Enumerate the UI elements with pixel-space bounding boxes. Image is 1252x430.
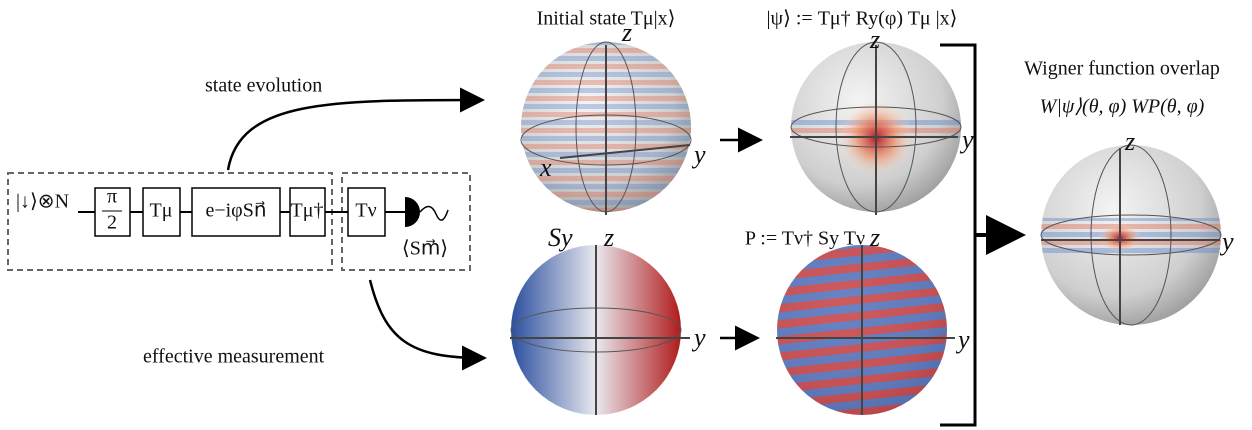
sphere-title: Sy [548,223,573,252]
circuit: |↓⟩⊗N π 2 Tμ e−iφSn⃗ Tμ† Tν ⟨Sm⃗⟩ [7,172,471,271]
axis-label: z [621,18,632,47]
axis-label: z [1124,127,1135,156]
measurement-label: effective measurement [143,346,325,368]
axis-label: y [1219,227,1234,256]
axis-label: y [691,140,706,169]
wigner-title: Wigner function overlap [1024,58,1220,80]
gate: Tμ† [291,200,324,222]
input-state: |↓⟩⊗N [16,191,69,213]
axis-label: x [539,153,552,182]
axis-label: y [959,125,974,154]
sphere-1: Initial state Tμ|x⟩ z y x [520,8,706,215]
sphere-title: |ψ⟩ := Tμ† Ry(φ) Tμ |x⟩ [767,8,958,30]
state-evolution-label: state evolution [205,75,322,97]
axis-label: z [603,223,614,252]
sphere-3: Sy z y [510,223,706,415]
gate: Tν [355,200,376,222]
sphere-title: P := Tν† Sy Tν [745,228,865,250]
wigner-formula: W|ψ⟩(θ, φ) WP(θ, φ) [1040,96,1205,118]
sphere-4: P := Tν† Sy Tν z y [745,223,970,415]
gate-num: π [107,186,117,208]
sphere-title: Initial state Tμ|x⟩ [537,8,676,30]
sphere-5: z y [1040,127,1234,326]
axis-label: z [869,25,880,54]
axis-label: y [955,325,970,354]
gate: Tμ [150,200,173,222]
arrows [226,43,1026,427]
gate-den: 2 [107,212,117,234]
axis-label: z [869,223,880,252]
measurement: ⟨Sm⃗⟩ [402,238,448,260]
sphere-2: |ψ⟩ := Tμ† Ry(φ) Tμ |x⟩ z y [767,8,974,215]
axis-label: y [691,323,706,352]
gate: e−iφSn⃗ [205,200,266,222]
